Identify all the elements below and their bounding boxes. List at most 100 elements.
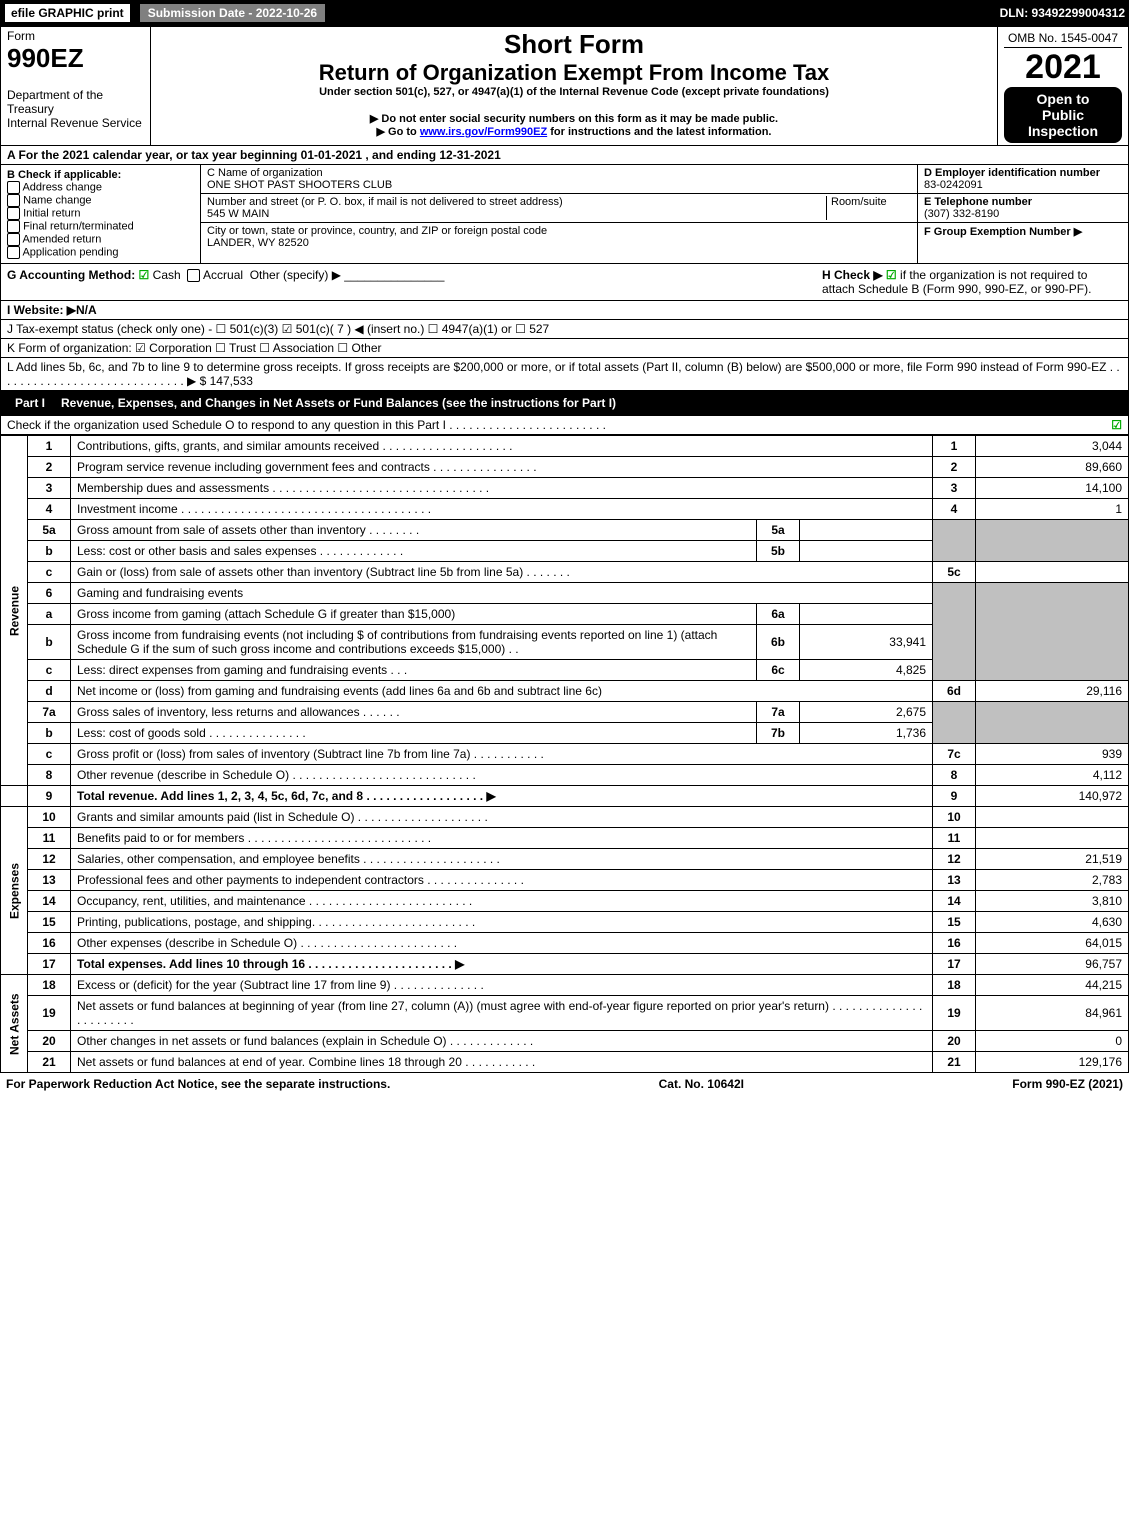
page-footer: For Paperwork Reduction Act Notice, see … [0, 1073, 1129, 1095]
subamt5b [800, 541, 933, 562]
amt19: 84,961 [976, 996, 1129, 1031]
lbl-final-return: Final return/terminated [23, 220, 134, 232]
submission-date: Submission Date - 2022-10-26 [139, 3, 326, 23]
lbl-initial-return: Initial return [23, 207, 80, 219]
num18: 18 [933, 975, 976, 996]
chk-cash-icon: ☑ [139, 268, 150, 282]
amt4: 1 [976, 499, 1129, 520]
desc7a: Gross sales of inventory, less returns a… [71, 702, 757, 723]
num4: 4 [933, 499, 976, 520]
num14: 14 [933, 891, 976, 912]
chk-amended-return[interactable] [7, 233, 20, 246]
row-l-gross-receipts: L Add lines 5b, 6c, and 7b to line 9 to … [0, 358, 1129, 391]
row-k-form-org: K Form of organization: ☑ Corporation ☐ … [0, 339, 1129, 358]
tax-year: 2021 [1004, 48, 1122, 87]
num5c: 5c [933, 562, 976, 583]
desc4: Investment income . . . . . . . . . . . … [71, 499, 933, 520]
row-j-tax-exempt: J Tax-exempt status (check only one) - ☐… [0, 320, 1129, 339]
d-ein-label: D Employer identification number [924, 167, 1100, 179]
desc13: Professional fees and other payments to … [71, 870, 933, 891]
subln5b: 5b [757, 541, 800, 562]
desc10: Grants and similar amounts paid (list in… [71, 807, 933, 828]
desc5c: Gain or (loss) from sale of assets other… [71, 562, 933, 583]
lbl-accrual: Accrual [203, 268, 243, 282]
column-c-org-info: C Name of organization ONE SHOT PAST SHO… [201, 165, 918, 263]
amt7c: 939 [976, 744, 1129, 765]
chk-address-change[interactable] [7, 181, 20, 194]
dept-line2: Internal Revenue Service [7, 116, 144, 130]
amt2: 89,660 [976, 457, 1129, 478]
irs-link[interactable]: www.irs.gov/Form990EZ [420, 126, 547, 138]
org-name: ONE SHOT PAST SHOOTERS CLUB [207, 179, 392, 191]
part1-table: Revenue 1 Contributions, gifts, grants, … [0, 435, 1129, 1073]
e-phone-label: E Telephone number [924, 196, 1032, 208]
form-number: 990EZ [7, 43, 144, 74]
f-group-label: F Group Exemption Number ▶ [924, 226, 1082, 238]
subln5a: 5a [757, 520, 800, 541]
ein-value: 83-0242091 [924, 179, 983, 191]
part1-schedule-o-check: Check if the organization used Schedule … [0, 416, 1129, 435]
num9: 9 [933, 786, 976, 807]
lbl-amended-return: Amended return [22, 233, 101, 245]
amt15: 4,630 [976, 912, 1129, 933]
chk-final-return[interactable] [7, 220, 20, 233]
desc11: Benefits paid to or for members . . . . … [71, 828, 933, 849]
num7c: 7c [933, 744, 976, 765]
lbl-address-change: Address change [22, 181, 102, 193]
row-i-website: I Website: ▶N/A [0, 301, 1129, 320]
desc20: Other changes in net assets or fund bala… [71, 1031, 933, 1052]
subln7b: 7b [757, 723, 800, 744]
netassets-label: Net Assets [1, 975, 28, 1073]
desc17: Total expenses. Add lines 10 through 16 … [71, 954, 933, 975]
amt21: 129,176 [976, 1052, 1129, 1073]
amt20: 0 [976, 1031, 1129, 1052]
footer-left: For Paperwork Reduction Act Notice, see … [6, 1077, 390, 1091]
chk-initial-return[interactable] [7, 207, 20, 220]
c-room-label: Room/suite [831, 196, 887, 208]
subtitle-ssn-warning: ▶ Do not enter social security numbers o… [155, 112, 993, 125]
chk-h-icon: ☑ [886, 268, 897, 282]
title-short-form: Short Form [155, 29, 993, 60]
desc14: Occupancy, rent, utilities, and maintena… [71, 891, 933, 912]
num20: 20 [933, 1031, 976, 1052]
lbl-cash: Cash [153, 268, 181, 282]
desc1: Contributions, gifts, grants, and simila… [71, 436, 933, 457]
chk-accrual[interactable] [187, 269, 200, 282]
amt11 [976, 828, 1129, 849]
num12: 12 [933, 849, 976, 870]
efile-button[interactable]: efile GRAPHIC print [4, 3, 131, 23]
chk-name-change[interactable] [7, 194, 20, 207]
header-center: Short Form Return of Organization Exempt… [151, 27, 998, 145]
num15: 15 [933, 912, 976, 933]
inspection-box: Open to Public Inspection [1004, 87, 1122, 143]
dln: DLN: 93492299004312 [1000, 6, 1125, 20]
desc21: Net assets or fund balances at end of ye… [71, 1052, 933, 1073]
subln6c: 6c [757, 660, 800, 681]
subtitle-section: Under section 501(c), 527, or 4947(a)(1)… [155, 86, 993, 98]
num3: 3 [933, 478, 976, 499]
chk-schedule-o-icon: ☑ [1111, 418, 1122, 432]
h-check: H Check ▶ ☑ if the organization is not r… [822, 268, 1122, 296]
amt13: 2,783 [976, 870, 1129, 891]
desc15: Printing, publications, postage, and shi… [71, 912, 933, 933]
num10: 10 [933, 807, 976, 828]
lbl-application-pending: Application pending [22, 246, 118, 258]
chk-application-pending[interactable] [7, 246, 20, 259]
title-return: Return of Organization Exempt From Incom… [155, 60, 993, 86]
insp-line2: Public [1008, 107, 1118, 123]
dept-line1: Department of the Treasury [7, 88, 144, 116]
part1-label: Part I [7, 394, 53, 412]
lbl-name-change: Name change [23, 194, 92, 206]
column-b-checkboxes: B Check if applicable: Address change Na… [1, 165, 201, 263]
c-city-label: City or town, state or province, country… [207, 225, 547, 237]
org-city: LANDER, WY 82520 [207, 237, 309, 249]
subamt7b: 1,736 [800, 723, 933, 744]
form-header: Form 990EZ Department of the Treasury In… [0, 26, 1129, 146]
omb-number: OMB No. 1545-0047 [1004, 29, 1122, 48]
amt12: 21,519 [976, 849, 1129, 870]
desc5b: Less: cost or other basis and sales expe… [71, 541, 757, 562]
part1-title: Revenue, Expenses, and Changes in Net As… [61, 396, 1122, 410]
column-def: D Employer identification number 83-0242… [918, 165, 1128, 263]
part1-sub: Check if the organization used Schedule … [7, 418, 606, 432]
amt9: 140,972 [976, 786, 1129, 807]
